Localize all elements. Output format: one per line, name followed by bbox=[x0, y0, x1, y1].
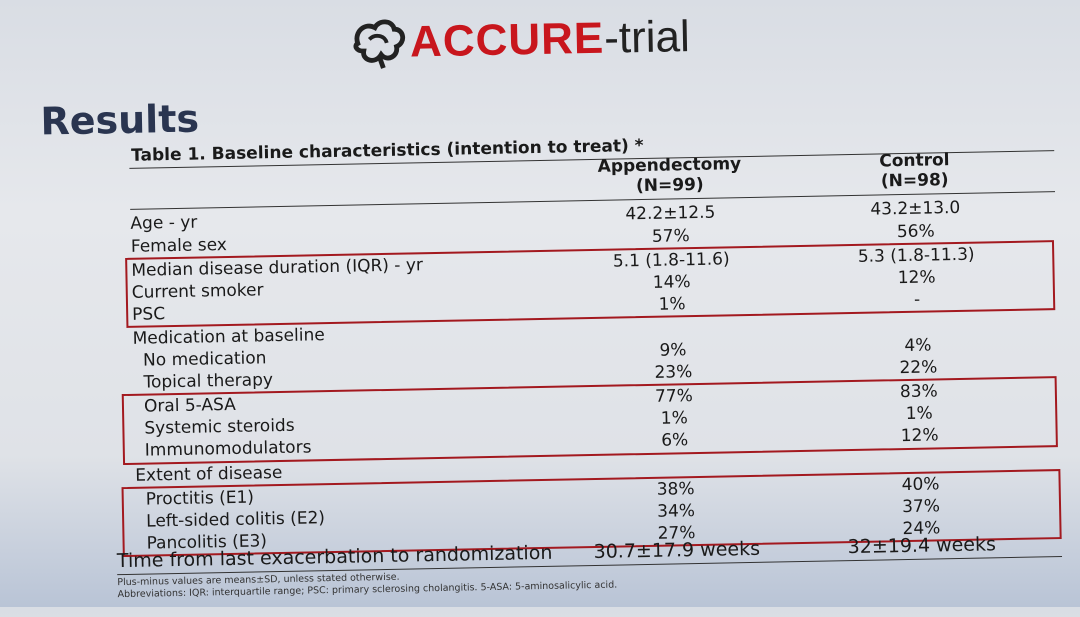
logo-accure-text: ACCURE bbox=[409, 13, 605, 67]
row-control-value: 12% bbox=[900, 425, 939, 447]
row-appendectomy-value: 1% bbox=[658, 294, 686, 315]
col-header-control-n: (N=98) bbox=[880, 170, 949, 192]
row-appendectomy-value: 6% bbox=[661, 430, 689, 451]
row-label: Oral 5-ASA bbox=[143, 394, 237, 417]
row-label: Immunomodulators bbox=[144, 437, 312, 461]
section-label: Extent of disease bbox=[135, 462, 283, 486]
baseline-table: Table 1. Baseline characteristics (inten… bbox=[109, 128, 1063, 600]
row-label: Age - yr bbox=[130, 212, 198, 234]
logo-trial-text: -trial bbox=[603, 12, 691, 63]
row-label: Current smoker bbox=[131, 280, 264, 303]
row-control-value: 32±19.4 weeks bbox=[847, 533, 997, 559]
row-label: No medication bbox=[142, 348, 267, 371]
row-label: Topical therapy bbox=[143, 370, 274, 393]
row-control-value: - bbox=[913, 289, 921, 310]
col-header-appendectomy: Appendectomy (N=99) bbox=[554, 153, 785, 197]
accure-logo: ACCURE -trial bbox=[349, 7, 690, 74]
row-appendectomy-value: 30.7±17.9 weeks bbox=[593, 537, 761, 564]
page-title: Results bbox=[40, 96, 200, 144]
row-label: Female sex bbox=[130, 235, 228, 257]
row-label: Proctitis (E1) bbox=[145, 487, 255, 510]
col-header-appendectomy-n: (N=99) bbox=[635, 174, 704, 197]
colon-logo-icon bbox=[353, 19, 406, 69]
row-label: PSC bbox=[132, 304, 166, 325]
col-header-control: Control (N=98) bbox=[794, 148, 1035, 193]
